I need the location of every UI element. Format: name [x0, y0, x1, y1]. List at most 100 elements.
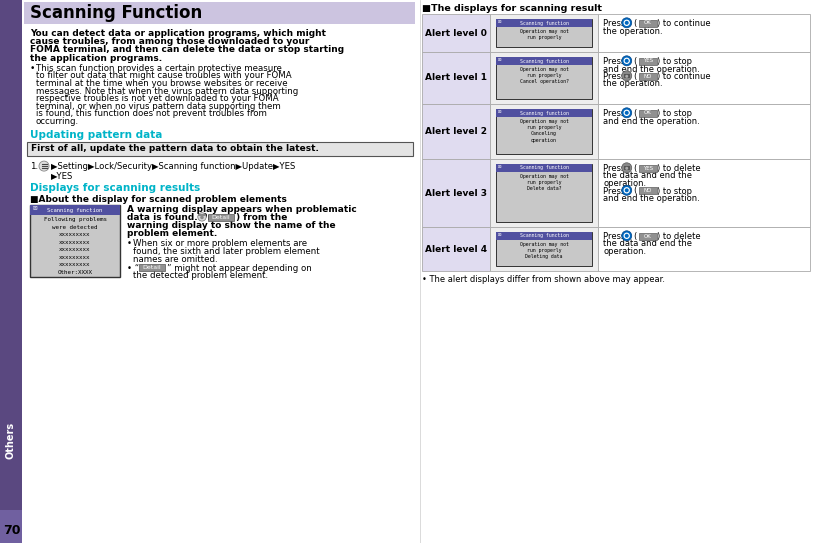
Bar [496, 19, 592, 47]
Text: YES: YES [643, 59, 653, 64]
Text: Press: Press [603, 57, 628, 66]
Text: Press: Press [603, 72, 628, 81]
Text: (: ( [634, 57, 637, 66]
Text: Alert level 0: Alert level 0 [425, 28, 487, 37]
Text: problem element.: problem element. [127, 229, 218, 238]
Text: Delete data?: Delete data? [526, 186, 562, 191]
Text: operation.: operation. [603, 247, 646, 256]
Text: Press: Press [603, 19, 628, 28]
Text: Other:XXXX: Other:XXXX [58, 270, 92, 275]
Bar [422, 14, 490, 52]
Text: and end the operation.: and end the operation. [603, 65, 700, 73]
Bar [496, 109, 592, 154]
Circle shape [625, 111, 628, 115]
Text: Press: Press [603, 109, 628, 118]
Text: run properly: run properly [526, 73, 562, 78]
Bar [139, 264, 165, 271]
Bar [0, 510, 22, 543]
Text: OK: OK [644, 21, 652, 26]
Bar [496, 57, 592, 99]
Text: the data and end the: the data and end the [603, 239, 692, 249]
Text: run properly: run properly [526, 248, 562, 253]
Bar [496, 164, 592, 222]
Circle shape [622, 185, 632, 195]
Text: First of all, update the pattern data to obtain the latest.: First of all, update the pattern data to… [31, 144, 319, 153]
Text: Press: Press [603, 186, 628, 195]
Text: terminal at the time when you browse websites or receive: terminal at the time when you browse web… [36, 79, 288, 88]
Text: Cancel operation?: Cancel operation? [520, 79, 568, 84]
Text: A warning display appears when problematic: A warning display appears when problemat… [127, 205, 357, 214]
Circle shape [625, 21, 628, 25]
Text: (: ( [634, 232, 637, 241]
Bar [639, 165, 657, 172]
Bar [0, 0, 22, 510]
Bar [24, 2, 415, 24]
Bar [496, 57, 592, 65]
Text: (: ( [634, 186, 637, 195]
Bar [598, 14, 810, 52]
Text: to filter out data that might cause troubles with your FOMA: to filter out data that might cause trou… [36, 71, 292, 80]
Text: xxxxxxxxx: xxxxxxxxx [59, 255, 90, 260]
Text: ) to stop: ) to stop [657, 109, 692, 118]
Text: ” might not appear depending on: ” might not appear depending on [167, 264, 312, 273]
Bar [496, 232, 592, 266]
Bar [496, 109, 592, 117]
Circle shape [622, 231, 632, 241]
Text: the detected problem element.: the detected problem element. [133, 272, 268, 281]
Text: ✉: ✉ [498, 233, 501, 237]
Text: xxxxxxxxx: xxxxxxxxx [59, 232, 90, 237]
Bar [490, 52, 598, 104]
Text: Scanning function: Scanning function [520, 59, 568, 64]
Text: ▶YES: ▶YES [51, 171, 73, 180]
Text: Scanning function: Scanning function [520, 21, 568, 26]
Text: • “: • “ [127, 264, 139, 273]
Circle shape [625, 59, 628, 63]
Circle shape [622, 163, 632, 173]
Text: run properly: run properly [526, 125, 562, 130]
Text: Displays for scanning results: Displays for scanning results [30, 183, 200, 193]
Text: xxxxxxxxx: xxxxxxxxx [59, 262, 90, 267]
Bar [422, 159, 490, 227]
Bar [30, 205, 120, 277]
Circle shape [198, 213, 206, 221]
Text: 70: 70 [3, 523, 20, 536]
Bar [639, 187, 657, 194]
Circle shape [39, 161, 49, 171]
Text: found, the sixth and later problem element: found, the sixth and later problem eleme… [133, 247, 319, 256]
Bar [639, 73, 657, 79]
Bar [623, 166, 630, 170]
Text: • The alert displays differ from shown above may appear.: • The alert displays differ from shown a… [422, 275, 665, 284]
Text: run properly: run properly [526, 180, 562, 185]
Text: NO: NO [644, 188, 652, 193]
Text: ✉: ✉ [498, 20, 501, 24]
Text: ✉: ✉ [33, 206, 37, 212]
Circle shape [622, 56, 632, 66]
Text: ▶Setting▶Lock/Security▶Scanning function▶Update▶YES: ▶Setting▶Lock/Security▶Scanning function… [51, 162, 295, 171]
Text: is found, this function does not prevent troubles from: is found, this function does not prevent… [36, 109, 267, 118]
Text: xxxxxxxxx: xxxxxxxxx [59, 239, 90, 244]
Bar [27, 142, 413, 156]
Text: messages. Note that when the virus pattern data supporting: messages. Note that when the virus patte… [36, 86, 298, 96]
Text: Alert level 2: Alert level 2 [425, 127, 487, 136]
Text: Scanning function: Scanning function [520, 110, 568, 116]
Text: the data and end the: the data and end the [603, 172, 692, 180]
Bar [422, 227, 490, 271]
Text: Canceling: Canceling [531, 131, 557, 136]
Text: This scan function provides a certain protective measure: This scan function provides a certain pr… [36, 64, 282, 73]
Text: and end the operation.: and end the operation. [603, 117, 700, 125]
Circle shape [625, 188, 628, 192]
Text: Scanning function: Scanning function [47, 207, 103, 213]
Text: ✉: ✉ [498, 165, 501, 169]
Text: occurring.: occurring. [36, 117, 79, 126]
Bar [639, 20, 657, 27]
Text: Scanning function: Scanning function [520, 166, 568, 171]
Text: ) from the: ) from the [236, 213, 288, 222]
Text: respective troubles is not yet downloaded to your FOMA: respective troubles is not yet downloade… [36, 94, 279, 103]
Text: •: • [127, 239, 132, 248]
Text: ) to stop: ) to stop [657, 57, 692, 66]
Text: Press: Press [603, 164, 628, 173]
Circle shape [622, 71, 632, 81]
Circle shape [623, 187, 630, 193]
Text: (: ( [634, 164, 637, 173]
Text: operation: operation [531, 137, 557, 143]
